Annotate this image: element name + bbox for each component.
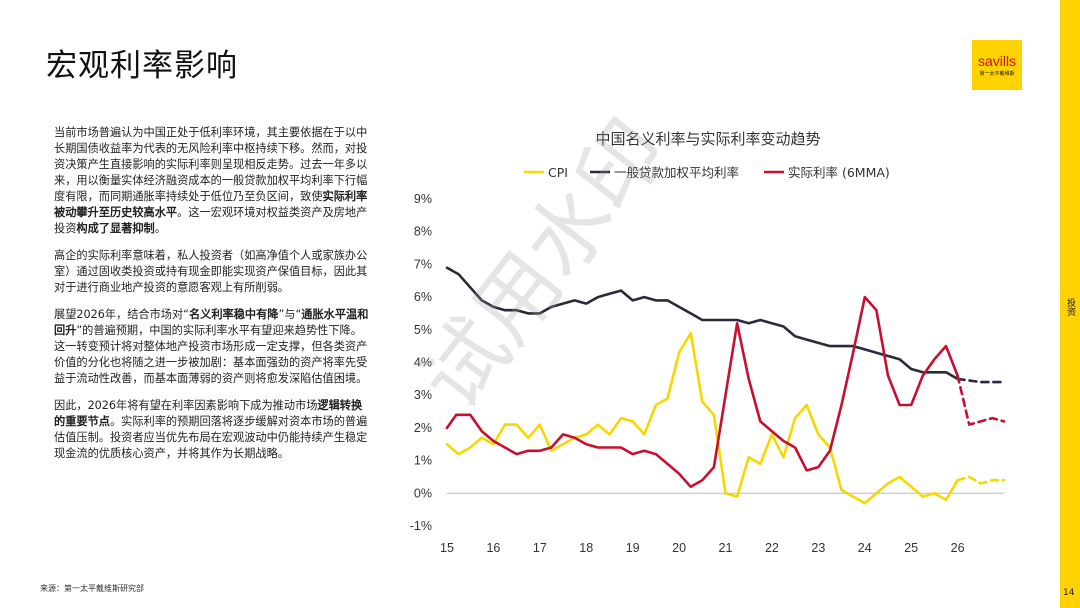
logo-word: savills <box>977 52 1017 69</box>
p1-run-3: 构成了显著抑制 <box>76 222 155 235</box>
paragraph-4: 因此，2026年将有望在利率因素影响下成为推动市场逻辑转换的重要节点。实际利率的… <box>54 398 372 462</box>
paragraph-2: 高企的实际利率意味着，私人投资者（如高净值个人或家族办公室）通过固收类投资或持有… <box>54 248 372 296</box>
p3-run-4: ”的普遍预期，中国的实际利率水平有望迎来趋势性下降。这一转变预计将对整体地产投资… <box>54 324 368 385</box>
p1-run-1: 实际利率被动攀升至历史较高水平 <box>54 190 368 219</box>
p3-run-1: 名义利率稳中有降 <box>188 308 279 321</box>
x-tick-label: 26 <box>951 541 965 555</box>
page-number: 14 <box>1063 588 1075 598</box>
source-note: 来源：第一太平戴维斯研究部 <box>40 584 144 593</box>
x-tick-label: 24 <box>858 541 872 555</box>
series-line-3 <box>956 377 1006 384</box>
paragraph-3: 展望2026年，结合市场对“名义利率稳中有降”与“通胀水平温和回升”的普遍预期，… <box>54 307 372 387</box>
y-tick-label: 0% <box>414 486 432 500</box>
rate-chart: 中国名义利率与实际利率变动趋势 CPI 一般贷款加权平均利率 实际利率 (6MMA)… <box>410 130 1006 555</box>
chart-legend: CPI 一般贷款加权平均利率 实际利率 (6MMA) <box>524 165 890 180</box>
series-line-4 <box>445 295 959 489</box>
savills-logo: savills 第一太平戴维斯 <box>972 40 1022 90</box>
y-tick-label: 2% <box>414 421 432 435</box>
x-tick-label: 15 <box>440 541 454 555</box>
y-axis: 9% 8% 7% 6% 5% 4% 3% 2% 1% 0% -1% <box>410 192 432 533</box>
x-axis: 15 16 17 18 19 20 21 22 23 24 25 26 <box>440 492 1004 555</box>
side-accent-bar <box>1060 0 1080 608</box>
logo-subtitle: 第一太平戴维斯 <box>979 70 1015 77</box>
x-tick-label: 21 <box>719 541 733 555</box>
series-line-5 <box>956 374 1006 426</box>
chart-lines <box>445 266 1006 505</box>
page-title: 宏观利率影响 <box>46 48 238 84</box>
x-tick-label: 20 <box>672 541 686 555</box>
y-tick-label: 9% <box>414 192 432 206</box>
paragraph-1: 当前市场普遍认为中国正处于低利率环境，其主要依据在于以中长期国债收益率为代表的无… <box>54 125 372 237</box>
y-tick-label: 6% <box>414 290 432 304</box>
series-line-0 <box>445 331 959 505</box>
x-tick-label: 18 <box>579 541 593 555</box>
x-tick-label: 16 <box>486 541 500 555</box>
legend-label: 实际利率 (6MMA) <box>788 165 890 180</box>
p4-run-0: 因此，2026年将有望在利率因素影响下成为推动市场 <box>54 399 318 412</box>
x-tick-label: 22 <box>765 541 779 555</box>
y-tick-label: 5% <box>414 323 432 337</box>
p4-run-2: 。实际利率的预期回落将逐步缓解对资本市场的普遍估值压制。投资者应当优先布局在宏观… <box>54 415 368 460</box>
p3-run-3: 通胀水平温和回升 <box>54 308 369 337</box>
y-tick-label: -1% <box>410 519 432 533</box>
series-line-1 <box>956 475 1006 485</box>
p4-run-1: 逻辑转换的重要节点 <box>54 399 363 428</box>
y-tick-label: 3% <box>414 388 432 402</box>
p1-run-4: 。 <box>154 222 166 235</box>
legend-label: CPI <box>548 165 568 180</box>
p1-run-0: 当前市场普遍认为中国正处于低利率环境，其主要依据在于以中长期国债收益率为代表的无… <box>54 126 368 203</box>
y-tick-label: 8% <box>414 225 432 239</box>
side-section-label: 投资 <box>1065 298 1075 316</box>
series-line-2 <box>445 266 959 381</box>
p1-run-2: 。这一宏观环境对权益类资产及房地产投资 <box>54 206 368 235</box>
p2-run-0: 高企的实际利率意味着，私人投资者（如高净值个人或家族办公室）通过固收类投资或持有… <box>54 249 368 294</box>
x-tick-label: 19 <box>626 541 640 555</box>
y-tick-label: 1% <box>414 454 432 468</box>
x-tick-label: 17 <box>533 541 547 555</box>
x-tick-label: 23 <box>811 541 825 555</box>
p3-run-2: ”与“ <box>278 308 302 321</box>
x-tick-label: 25 <box>904 541 918 555</box>
legend-label: 一般贷款加权平均利率 <box>614 165 739 180</box>
p3-run-0: 展望2026年，结合市场对“ <box>54 308 189 321</box>
body-text: 当前市场普遍认为中国正处于低利率环境，其主要依据在于以中长期国债收益率为代表的无… <box>54 125 372 473</box>
y-tick-label: 7% <box>414 257 432 271</box>
y-tick-label: 4% <box>414 356 432 370</box>
chart-title: 中国名义利率与实际利率变动趋势 <box>595 130 820 148</box>
